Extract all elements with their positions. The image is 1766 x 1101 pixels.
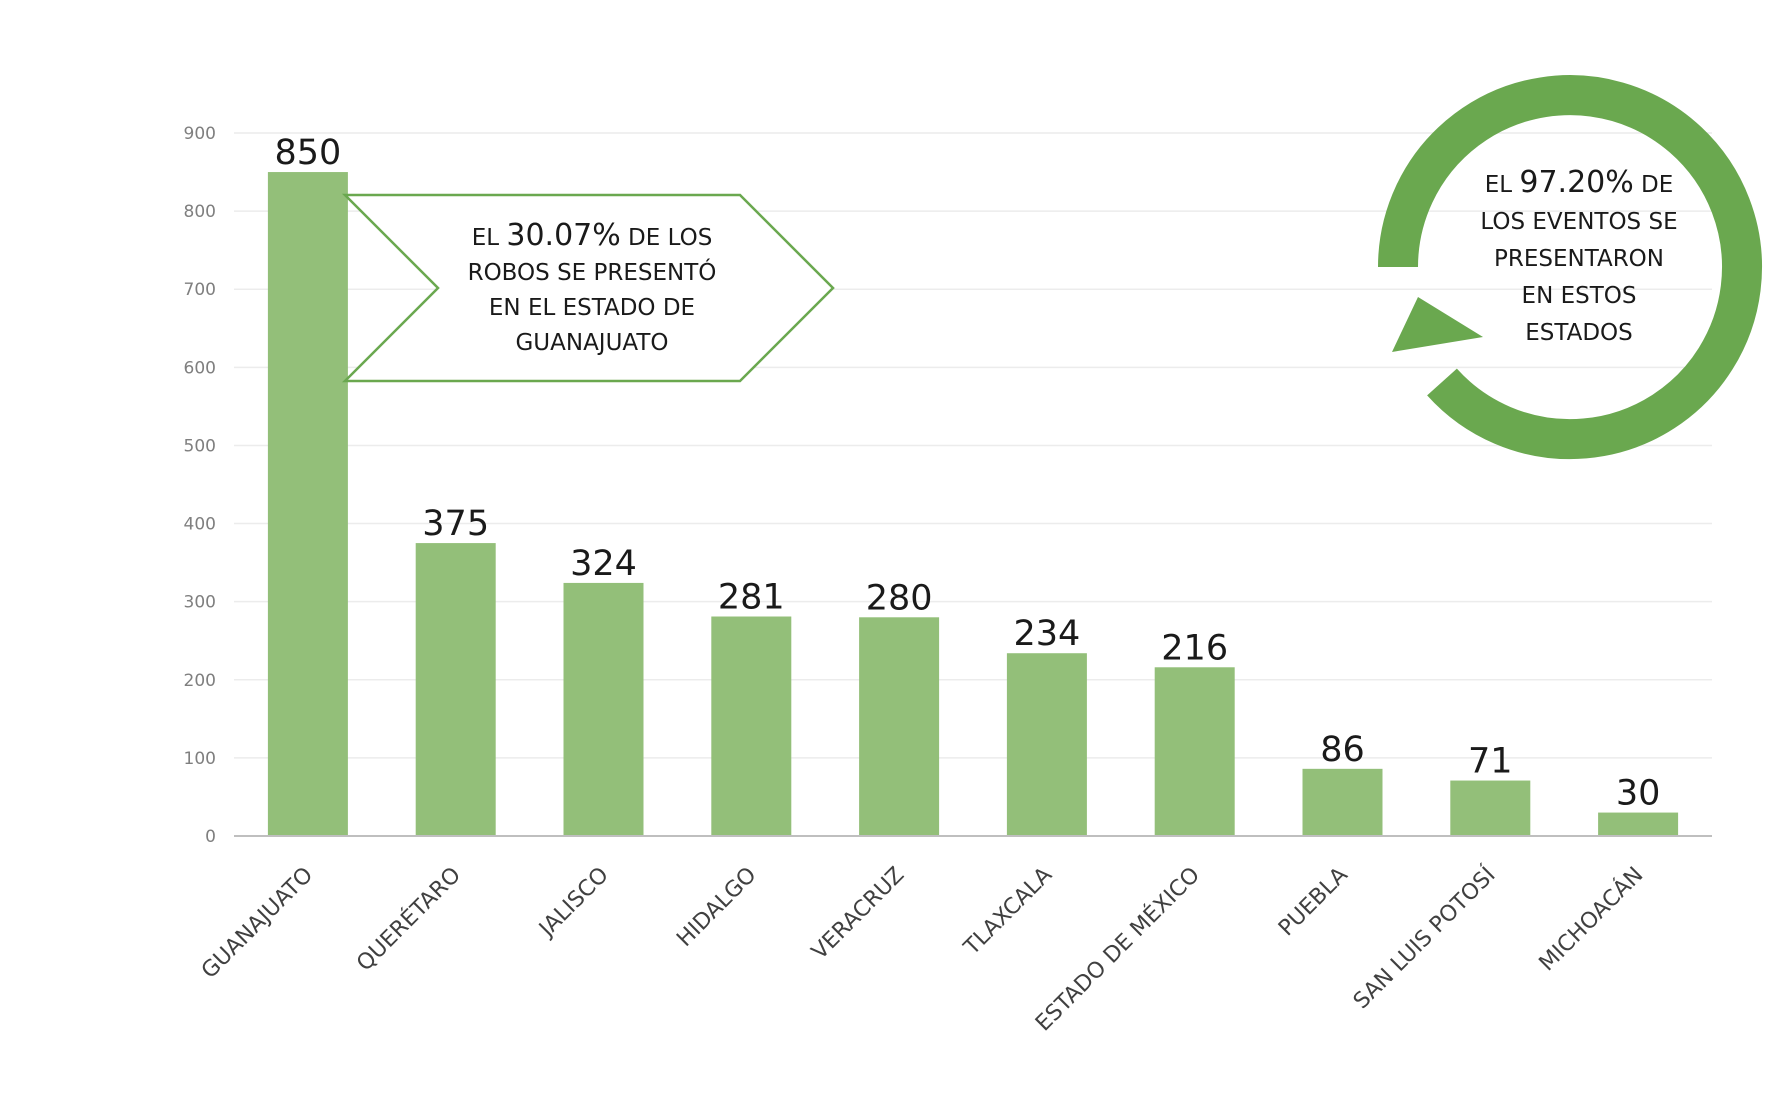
data-label: 375 — [422, 504, 489, 544]
data-label: 280 — [866, 578, 933, 618]
bar — [1598, 812, 1679, 836]
callout-guanajuato-text: EL 30.07% DE LOS ROBOS SE PRESENTÓ EN EL E… — [468, 218, 717, 356]
y-tick-label: 200 — [184, 671, 216, 691]
bar — [1006, 653, 1087, 836]
callout-total-text: EL 97.20% DE LOS EVENTOS SE PRESENTARON EN … — [1480, 165, 1677, 346]
data-label: 216 — [1161, 628, 1228, 668]
circular-arrow-icon — [1378, 75, 1762, 460]
y-axis-ticks: 0 100 200 300 400 500 600 700 800 900 — [184, 124, 216, 847]
data-label: 234 — [1013, 614, 1080, 654]
x-tick-label: JALISCO — [533, 863, 613, 943]
x-tick-label: SAN LUIS POTOSÍ — [1348, 862, 1500, 1014]
callout-line: EL 97.20% DE — [1485, 165, 1674, 200]
callout-highlight: 97.20% — [1519, 165, 1633, 200]
y-tick-label: 800 — [184, 202, 216, 222]
bar — [711, 616, 792, 836]
callout-text: DE — [1634, 172, 1674, 198]
bar — [1450, 780, 1531, 836]
callout-text: EN EL ESTADO DE — [489, 295, 695, 321]
bar — [563, 582, 644, 836]
x-tick-label: MICHOACÁN — [1534, 862, 1648, 976]
bar — [415, 543, 496, 836]
callout-chevron-shape — [341, 193, 835, 383]
data-labels: 850 375 324 281 280 234 216 86 71 30 — [274, 133, 1660, 814]
y-tick-label: 300 — [184, 593, 216, 613]
bar — [267, 172, 348, 837]
x-axis-ticks: GUANAJUATO QUERÉTARO JALISCO HIDALGO VERACRU… — [197, 862, 1648, 1037]
circular-arrow-head — [1392, 297, 1483, 352]
x-tick-label: HIDALGO — [672, 863, 761, 952]
callout-highlight: 30.07% — [506, 218, 620, 253]
callout-line: LOS EVENTOS SE — [1480, 209, 1677, 235]
callout-line: EN EL ESTADO DE — [489, 295, 695, 321]
data-label: 30 — [1616, 774, 1661, 814]
x-tick-label: TLAXCALA — [959, 863, 1057, 961]
guanajuato-callout: EL 30.07% DE LOS ROBOS SE PRESENTÓ EN EL E… — [341, 193, 835, 383]
bar — [1154, 667, 1235, 836]
data-label: 71 — [1468, 742, 1513, 782]
y-tick-label: 0 — [205, 827, 216, 847]
data-label: 86 — [1320, 730, 1365, 770]
x-tick-label: PUEBLA — [1274, 863, 1353, 942]
callout-text: EL — [1485, 172, 1520, 198]
callout-line: PRESENTARON — [1494, 246, 1664, 272]
callout-line: ROBOS SE PRESENTÓ — [468, 258, 717, 286]
callout-line: EN ESTOS — [1522, 283, 1637, 309]
data-label: 281 — [718, 578, 785, 618]
callout-line: GUANAJUATO — [515, 330, 668, 356]
callout-text: ESTADOS — [1525, 320, 1633, 346]
x-tick-label: GUANAJUATO — [197, 863, 318, 984]
y-tick-label: 100 — [184, 749, 216, 769]
x-tick-label: ESTADO DE MÉXICO — [1030, 862, 1205, 1037]
callout-text: DE LOS — [621, 225, 713, 251]
callout-text: LOS EVENTOS SE — [1480, 209, 1677, 235]
y-tick-label: 400 — [184, 515, 216, 535]
data-label: 324 — [570, 544, 637, 584]
y-tick-label: 900 — [184, 124, 216, 144]
callout-text: PRESENTARON — [1494, 246, 1664, 272]
callout-text: ROBOS SE PRESENTÓ — [468, 258, 717, 286]
y-tick-label: 700 — [184, 280, 216, 300]
callout-text: EN ESTOS — [1522, 283, 1637, 309]
data-label: 850 — [274, 133, 341, 173]
y-tick-label: 600 — [184, 358, 216, 378]
x-tick-label: VERACRUZ — [807, 863, 909, 965]
callout-text: GUANAJUATO — [515, 330, 668, 356]
bars — [267, 172, 1679, 837]
total-callout: EL 97.20% DE LOS EVENTOS SE PRESENTARON EN … — [1378, 75, 1762, 460]
callout-line: EL 30.07% DE LOS — [472, 218, 713, 253]
bar — [859, 617, 940, 836]
callout-line: ESTADOS — [1525, 320, 1633, 346]
y-tick-label: 500 — [184, 436, 216, 456]
x-tick-label: QUERÉTARO — [351, 862, 465, 976]
bar — [1302, 768, 1383, 836]
callout-text: EL — [472, 225, 507, 251]
